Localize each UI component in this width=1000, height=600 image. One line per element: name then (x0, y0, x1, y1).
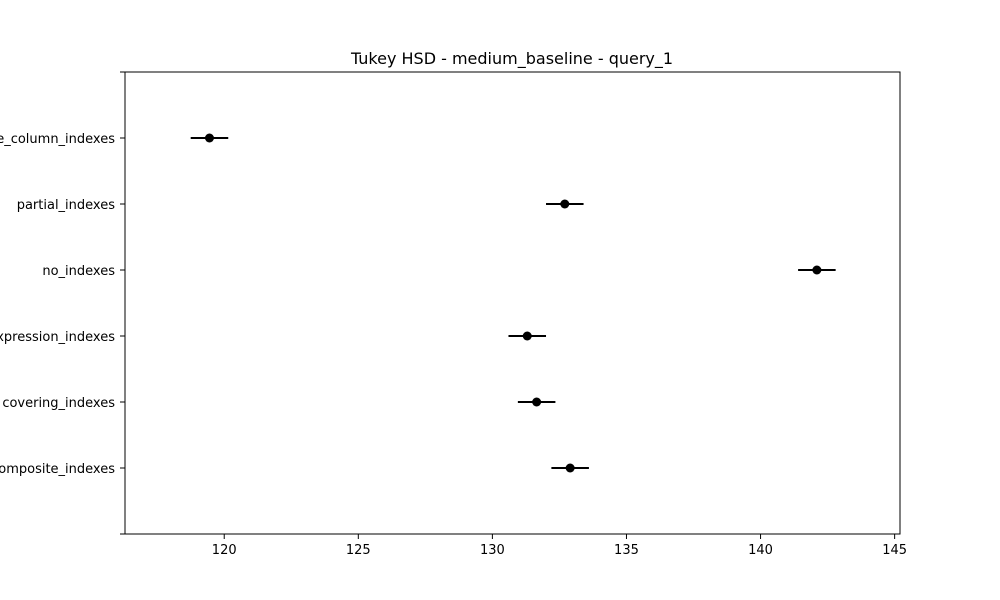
mean-point-partial_indexes (560, 199, 570, 209)
mean-point-covering_indexes (532, 397, 542, 407)
mean-point-composite_indexes (565, 463, 575, 473)
mean-point-no_indexes (812, 265, 822, 275)
x-axis: 120 125 130 135 140 145 (212, 534, 907, 558)
mean-point-single_column_indexes (204, 133, 214, 143)
plot-frame (124, 71, 901, 535)
chart-title: Tukey HSD - medium_baseline - query_1 (350, 49, 673, 69)
x-tick-label-145: 145 (882, 543, 907, 558)
x-tick-label-120: 120 (212, 543, 237, 558)
y-tick-label-single_column_indexes: single_column_indexes (0, 132, 115, 147)
data-marks (190, 133, 836, 473)
x-tick-label-130: 130 (480, 543, 505, 558)
x-tick-label-125: 125 (346, 543, 371, 558)
x-tick-label-140: 140 (748, 543, 773, 558)
x-tick-label-135: 135 (614, 543, 639, 558)
y-tick-label-partial_indexes: partial_indexes (17, 198, 116, 213)
y-tick-label-covering_indexes: covering_indexes (2, 396, 115, 411)
y-axis: single_column_indexes partial_indexes no_i… (0, 71, 125, 535)
y-tick-label-composite_indexes: composite_indexes (0, 462, 115, 477)
y-tick-label-expression_indexes: expression_indexes (0, 330, 115, 345)
mean-point-expression_indexes (522, 331, 532, 341)
y-tick-label-no_indexes: no_indexes (42, 264, 115, 279)
